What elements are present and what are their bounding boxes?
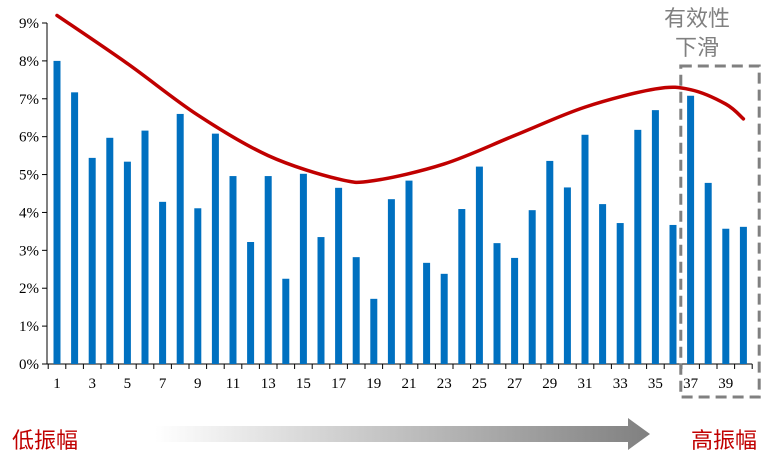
bar <box>581 134 589 364</box>
bar <box>370 298 378 364</box>
x-tick-label: 39 <box>718 376 733 392</box>
bar <box>599 204 607 364</box>
bar <box>264 176 272 364</box>
low-amplitude-label: 低振幅 <box>12 429 78 453</box>
bar <box>405 180 413 364</box>
bar <box>194 208 202 364</box>
bar <box>616 223 624 364</box>
x-tick-label: 3 <box>88 376 96 392</box>
highlight-label-line1: 有效性 <box>664 7 730 32</box>
bar <box>53 60 61 365</box>
bar <box>159 201 167 364</box>
bar <box>229 176 237 364</box>
y-tick-label: 4% <box>19 205 39 221</box>
x-tick-label: 7 <box>159 376 167 392</box>
bar <box>352 257 360 364</box>
y-tick-label: 0% <box>19 357 39 373</box>
x-tick-label: 1 <box>53 376 61 392</box>
x-tick-label: 27 <box>507 376 523 392</box>
bar <box>299 173 307 364</box>
bar <box>317 237 325 364</box>
bar <box>211 133 219 364</box>
bar <box>458 209 466 364</box>
y-tick-label: 2% <box>19 281 39 297</box>
bar <box>423 262 431 364</box>
y-tick-label: 9% <box>19 16 39 32</box>
x-tick-label: 21 <box>402 376 417 392</box>
amplitude-arrow <box>155 418 650 450</box>
bar <box>282 278 290 364</box>
x-tick-label: 23 <box>437 376 452 392</box>
x-tick-label: 31 <box>578 376 593 392</box>
x-tick-label: 37 <box>683 376 699 392</box>
bar <box>141 130 149 364</box>
x-tick-label: 19 <box>366 376 381 392</box>
x-tick-label: 11 <box>226 376 240 392</box>
bar <box>739 226 747 364</box>
x-tick-label: 15 <box>296 376 311 392</box>
bar <box>687 95 695 364</box>
trend-curve <box>55 13 746 185</box>
bar <box>88 157 96 364</box>
bar <box>669 224 677 364</box>
x-tick-label: 29 <box>542 376 557 392</box>
y-tick-label: 5% <box>19 168 39 184</box>
bar <box>176 113 184 364</box>
x-tick-label: 5 <box>124 376 132 392</box>
x-tick-label: 9 <box>194 376 202 392</box>
y-tick-label: 7% <box>19 92 39 108</box>
bar <box>123 161 131 364</box>
x-tick-label: 25 <box>472 376 487 392</box>
bar <box>546 160 554 364</box>
bar <box>475 166 483 364</box>
bar <box>106 137 114 364</box>
x-tick-label: 17 <box>331 376 347 392</box>
bar <box>634 129 642 364</box>
bar <box>511 257 519 364</box>
bar <box>563 187 571 364</box>
y-tick-label: 6% <box>19 130 39 146</box>
bar <box>387 199 395 364</box>
y-tick-label: 3% <box>19 243 39 259</box>
bar <box>704 182 712 364</box>
bar <box>71 92 79 364</box>
x-tick-label: 35 <box>648 376 663 392</box>
bar <box>335 187 343 364</box>
highlight-box <box>679 64 761 399</box>
bar <box>722 228 730 364</box>
bar <box>440 273 448 364</box>
bar <box>528 210 536 364</box>
highlight-label-line2: 下滑 <box>675 36 719 61</box>
x-tick-label: 13 <box>261 376 276 392</box>
bar-series <box>53 60 747 365</box>
y-tick-label: 8% <box>19 54 39 70</box>
y-tick-label: 1% <box>19 319 39 335</box>
high-amplitude-label: 高振幅 <box>691 429 757 453</box>
bar <box>651 110 659 365</box>
bar <box>247 241 255 364</box>
x-tick-label: 33 <box>613 376 628 392</box>
y-axis: 0% 1% 2% 3% 4% 5% 6% 7% 8% 9% <box>19 16 48 373</box>
x-axis: 1 3 5 7 9 11 13 15 17 19 21 23 25 27 29 31 33 35 37 39 <box>47 363 753 392</box>
bar <box>493 243 501 364</box>
trend-curve-group <box>55 13 746 185</box>
